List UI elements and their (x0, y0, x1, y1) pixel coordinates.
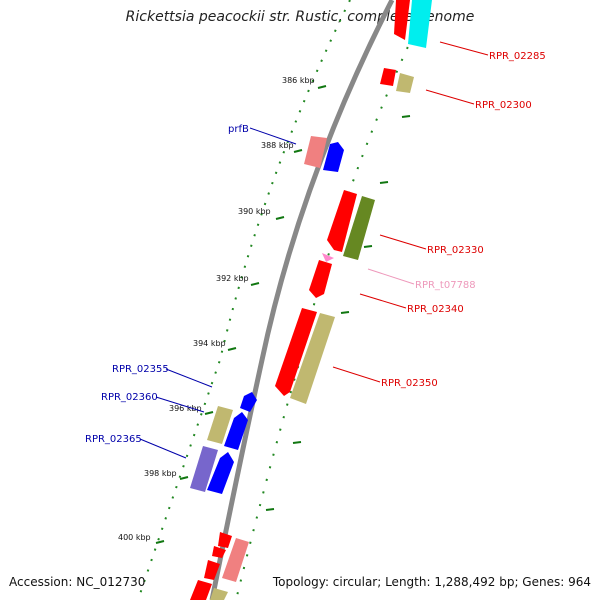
gene-label: RPR_t07788 (415, 280, 476, 291)
gene-olive-02350 (290, 313, 335, 404)
tick-label-388: 388 kbp (261, 141, 294, 150)
gene-red-02350 (275, 308, 317, 396)
gene-red-02300-left (380, 68, 396, 86)
gene-label: RPR_02300 (475, 100, 532, 111)
accession-text: Accession: NC_012730 (9, 575, 146, 589)
gene-label: RPR_02330 (427, 245, 484, 256)
gene-red-bottom-4 (190, 580, 212, 600)
tick-label-400: 400 kbp (118, 533, 151, 542)
gene-blue-prfb (323, 142, 344, 172)
gene-blue-02355 (240, 392, 257, 412)
tick-label-386: 386 kbp (282, 76, 315, 85)
gene-red-02340 (309, 260, 332, 298)
gene-olive-bottom (210, 588, 228, 600)
gene-red-top (394, 0, 410, 40)
gene-olive-02360 (207, 406, 233, 444)
gene-green-02330 (343, 196, 375, 260)
gene-pink-bottom (222, 538, 249, 582)
gene-red-bottom-3 (204, 560, 220, 580)
outer-minor-ticks (265, 115, 411, 511)
genome-summary-text: Topology: circular; Length: 1,288,492 bp… (272, 575, 591, 589)
tick-label-392: 392 kbp (216, 274, 249, 283)
gene-blue-02365 (207, 452, 234, 494)
gene-pink-prfb (304, 136, 327, 168)
gene-label: RPR_02350 (381, 378, 438, 389)
gene-olive-02300 (396, 73, 414, 93)
gene-cyan-top (408, 0, 432, 48)
genes (190, 0, 432, 600)
gene-label: RPR_02360 (101, 392, 158, 403)
tick-label-396: 396 kbp (169, 404, 202, 413)
trna-07788 (322, 253, 334, 262)
backbone (209, 0, 395, 600)
gene-lavender-02365 (190, 446, 218, 492)
gene-label: prfB (228, 124, 249, 135)
gene-red-bottom-1 (218, 532, 232, 548)
tick-group: 386 kbp 388 kbp 390 kbp 392 kbp 394 kbp … (118, 76, 327, 544)
inner-dotted-track (137, 0, 351, 600)
gene-label: RPR_02355 (112, 364, 169, 375)
gene-red-02330 (327, 190, 357, 252)
gene-blue-02360 (224, 412, 248, 450)
gene-labels: RPR_02285 RPR_02300 prfB RPR_02330 RPR_t… (85, 51, 546, 445)
tick-label-398: 398 kbp (144, 469, 177, 478)
tick-label-394: 394 kbp (193, 339, 226, 348)
tick-label-390: 390 kbp (238, 207, 271, 216)
gene-red-bottom-2 (212, 546, 226, 558)
leader-lines (139, 41, 489, 459)
gene-label: RPR_02340 (407, 304, 464, 315)
gene-label: RPR_02285 (489, 51, 546, 62)
gene-label: RPR_02365 (85, 434, 142, 445)
